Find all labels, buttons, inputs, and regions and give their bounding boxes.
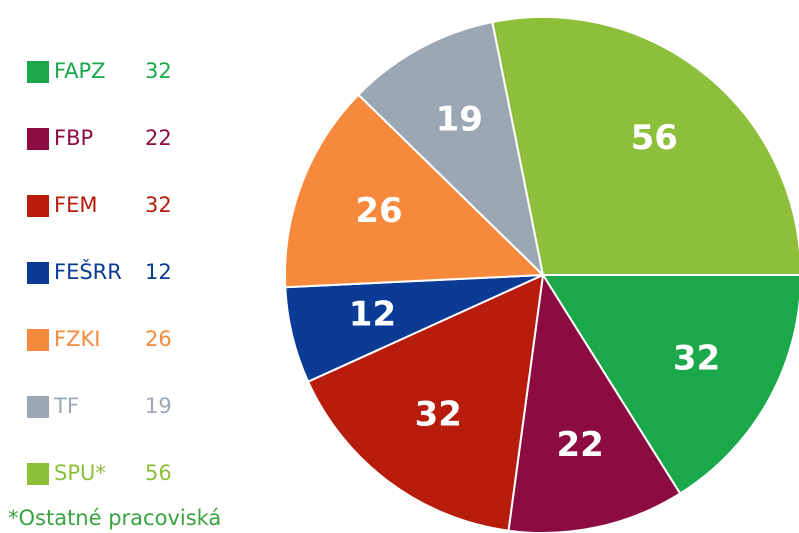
legend-swatch <box>27 262 49 284</box>
legend-label: FAPZ <box>54 59 106 83</box>
legend-label: FZKI <box>54 327 100 351</box>
pie-slice <box>357 20 545 278</box>
legend-swatch <box>27 463 49 485</box>
legend-value: 22 <box>145 126 172 150</box>
data-label: 19 <box>436 99 483 139</box>
legend-swatch <box>27 195 49 217</box>
pie-slice <box>541 274 799 495</box>
pie-slice <box>306 273 545 532</box>
data-label: 56 <box>631 118 678 158</box>
pie-slice <box>284 93 546 289</box>
pie-slice <box>507 272 682 533</box>
footnote: *Ostatné pracoviská <box>8 506 221 530</box>
legend-label: TF <box>53 394 79 418</box>
data-label: 12 <box>349 295 396 335</box>
legend-value: 32 <box>145 193 172 217</box>
data-label: 32 <box>415 394 462 434</box>
legend-label: FEM <box>54 193 97 217</box>
legend-swatch <box>27 128 49 150</box>
data-label: 22 <box>556 425 603 465</box>
legend-swatch <box>27 396 49 418</box>
legend-value: 12 <box>145 260 172 284</box>
legend-value: 56 <box>145 461 172 485</box>
legend-label: FBP <box>54 126 93 150</box>
legend-value: 19 <box>145 394 172 418</box>
legend-swatch <box>27 61 49 83</box>
legend-label: FEŠRR <box>54 259 122 284</box>
legend-label: SPU* <box>54 461 106 485</box>
legend-swatch <box>27 329 49 351</box>
data-label: 26 <box>355 191 402 231</box>
legend-value: 26 <box>145 327 172 351</box>
pie-slice <box>491 16 799 276</box>
legend-value: 32 <box>145 59 172 83</box>
data-label: 32 <box>673 338 720 378</box>
